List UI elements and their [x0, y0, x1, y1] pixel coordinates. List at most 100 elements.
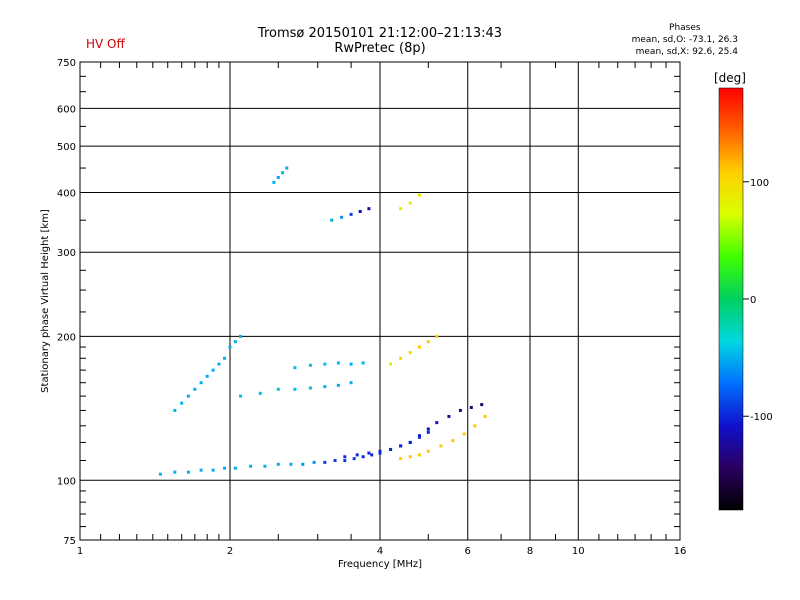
data-point — [211, 468, 215, 472]
data-point — [180, 401, 184, 405]
data-point — [239, 394, 243, 398]
chart-title: Tromsø 20150101 21:12:00–21:13:43 — [257, 26, 503, 41]
colorbar — [718, 87, 744, 511]
data-point — [186, 394, 190, 398]
data-point — [289, 462, 293, 466]
data-point — [358, 210, 362, 214]
x-tick-label: 16 — [674, 546, 687, 557]
colorbar-tick-label: 100 — [750, 178, 769, 189]
x-axis-label: Frequency [MHz] — [338, 559, 422, 570]
data-point — [483, 414, 487, 418]
y-tick-label: 400 — [57, 188, 76, 199]
data-point — [389, 362, 393, 366]
data-point — [228, 345, 232, 349]
data-point — [233, 340, 237, 344]
data-point — [173, 470, 177, 474]
data-point — [223, 356, 227, 360]
data-point — [361, 455, 365, 459]
data-point — [408, 351, 412, 355]
x-tick-label: 4 — [377, 546, 383, 557]
data-point — [349, 362, 353, 366]
data-point — [439, 444, 443, 448]
colorbar-tick-label: 0 — [750, 295, 756, 306]
y-tick-label: 600 — [57, 104, 76, 115]
data-point — [426, 430, 430, 434]
x-tick-label: 6 — [465, 546, 471, 557]
data-point — [333, 458, 337, 462]
minor-ticks — [80, 62, 680, 540]
x-tick-label: 10 — [572, 546, 585, 557]
colorbar-label: [deg] — [714, 71, 746, 85]
y-tick-label: 100 — [57, 476, 76, 487]
data-point — [249, 464, 253, 468]
y-tick-labels: 75 100 200 300 400 500 600 750 — [57, 58, 76, 547]
phase-stats: Phases mean, sd,O: -73.1, 26.3 mean, sd,… — [632, 22, 738, 58]
data-point — [276, 387, 280, 391]
data-point — [389, 447, 393, 451]
data-point — [361, 361, 365, 365]
data-point — [399, 444, 403, 448]
data-point — [193, 387, 197, 391]
data-point — [285, 166, 289, 170]
data-point — [462, 432, 466, 436]
data-point — [473, 424, 477, 428]
data-point — [426, 427, 430, 431]
data-point — [417, 193, 421, 197]
data-point — [417, 434, 421, 438]
data-point — [272, 180, 276, 184]
x-tick-labels: 1 2 4 6 8 10 16 — [77, 546, 687, 557]
data-point — [458, 408, 462, 412]
data-point — [435, 421, 439, 425]
data-point — [293, 366, 297, 370]
stats-x-line: mean, sd,X: 92.6, 25.4 — [635, 47, 738, 57]
data-point — [263, 464, 267, 468]
data-point — [447, 414, 451, 418]
data-point — [417, 345, 421, 349]
data-point — [426, 340, 430, 344]
data-point — [417, 453, 421, 457]
data-point — [435, 334, 439, 338]
data-point — [308, 363, 312, 367]
stats-o-line: mean, sd,O: -73.1, 26.3 — [631, 35, 738, 45]
data-point — [340, 215, 344, 219]
data-point — [349, 212, 353, 216]
data-point — [308, 386, 312, 390]
data-point — [330, 218, 334, 222]
data-point — [301, 462, 305, 466]
data-point — [323, 362, 327, 366]
data-point — [480, 403, 484, 407]
colorbar-ticks: 100 0 -100 — [743, 178, 773, 423]
data-point — [399, 356, 403, 360]
data-point — [336, 361, 340, 365]
y-axis-label: Stationary phase Virtual Height [km] — [40, 209, 51, 393]
data-point — [417, 435, 421, 439]
y-tick-label: 300 — [57, 248, 76, 259]
data-point — [408, 455, 412, 459]
data-point — [469, 405, 473, 409]
hv-status: HV Off — [86, 37, 125, 51]
data-point — [293, 387, 297, 391]
data-point — [336, 383, 340, 387]
data-point — [233, 466, 237, 470]
y-tick-label: 75 — [63, 536, 76, 547]
data-point — [199, 381, 203, 385]
colorbar-tick-label: -100 — [750, 412, 773, 423]
data-point — [367, 451, 371, 455]
data-point — [451, 439, 455, 443]
data-point — [378, 449, 382, 453]
x-tick-label: 2 — [227, 546, 233, 557]
data-point — [158, 472, 162, 476]
grid-lines — [80, 62, 680, 540]
data-point — [223, 466, 227, 470]
data-point — [378, 451, 382, 455]
y-tick-label: 200 — [57, 332, 76, 343]
data-point — [323, 460, 327, 464]
data-point — [323, 385, 327, 389]
y-tick-label: 500 — [57, 142, 76, 153]
data-point — [258, 391, 262, 395]
x-tick-label: 1 — [77, 546, 83, 557]
data-point — [399, 457, 403, 461]
data-point — [343, 458, 347, 462]
y-tick-label: 750 — [57, 58, 76, 69]
